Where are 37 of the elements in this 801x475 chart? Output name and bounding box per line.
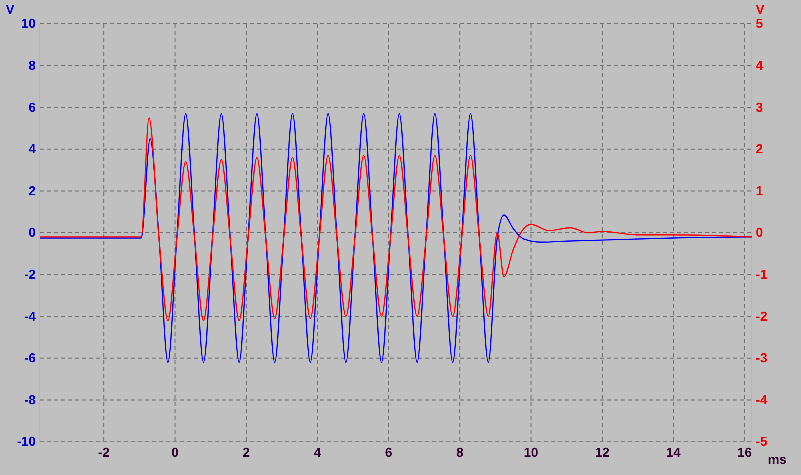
y-tick-label: 6: [28, 100, 36, 115]
y2-tick-label: 1: [756, 183, 764, 198]
y2-tick-label: -1: [756, 266, 768, 282]
y-tick-label: -4: [24, 308, 37, 324]
x-tick-label: 2: [242, 445, 250, 460]
x-tick-label: 12: [595, 445, 610, 460]
y2-tick-label: 3: [756, 100, 764, 115]
y2-tick-label: -3: [756, 350, 768, 366]
y2-tick-label: 5: [756, 16, 764, 32]
y2-tick-label: 0: [756, 225, 764, 240]
x-axis-title: ms: [768, 452, 787, 467]
y2-axis-title: V: [756, 2, 765, 17]
y2-tick-label: -5: [756, 434, 768, 450]
y-axis-title: V: [6, 2, 15, 17]
y-tick-label: -6: [24, 350, 36, 366]
x-tick-label: 4: [314, 445, 322, 460]
y-tick-label: 10: [22, 16, 36, 32]
y-tick-label: -10: [17, 434, 36, 450]
x-tick-label: 14: [666, 445, 682, 460]
line-series: [39, 117, 753, 322]
x-tick-label: 6: [385, 445, 392, 460]
y-tick-label: -8: [24, 392, 36, 408]
x-tick-label: 0: [172, 445, 179, 460]
y2-tick-label: -4: [756, 392, 768, 408]
x-tick-label: 16: [738, 445, 752, 460]
y2-tick-label: 2: [756, 142, 764, 157]
y-tick-label: 8: [28, 58, 36, 73]
y2-tick-label: 4: [756, 58, 764, 73]
line-series: [39, 113, 753, 364]
x-tick-label: -2: [98, 445, 110, 460]
y2-tick-label: -2: [756, 308, 768, 324]
x-tick-label: 8: [456, 445, 464, 460]
y-tick-label: 0: [28, 225, 36, 240]
y-tick-label: -2: [24, 266, 36, 282]
y-tick-label: 4: [28, 142, 37, 157]
y-tick-label: 2: [28, 183, 36, 198]
x-tick-label: 10: [524, 445, 539, 460]
